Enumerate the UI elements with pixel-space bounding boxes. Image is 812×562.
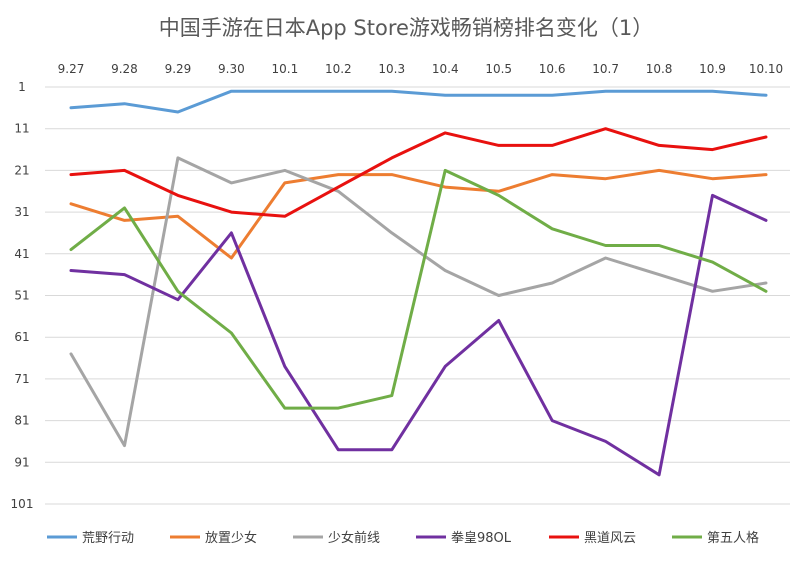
legend: 荒野行动 放置少女 少女前线 拳皇98OL 黑道风云 第五人格 [47, 530, 759, 546]
legend-item: 放置少女 [170, 530, 257, 546]
legend-item: 少女前线 [293, 530, 380, 546]
legend-label: 放置少女 [205, 530, 257, 546]
x-tick-label: 9.30 [218, 62, 245, 76]
x-tick-label: 10.3 [378, 62, 405, 76]
series-line-3 [69, 193, 768, 477]
series-lines [69, 89, 768, 477]
y-tick-label: 61 [14, 330, 29, 344]
x-axis-labels: 9.27 9.28 9.29 9.30 10.1 10.2 10.3 10.4 10.5 10.6… [58, 62, 784, 76]
x-tick-label: 10.1 [271, 62, 298, 76]
x-tick-label: 10.7 [592, 62, 619, 76]
x-tick-label: 10.5 [485, 62, 512, 76]
legend-item: 第五人格 [672, 530, 759, 546]
x-tick-label: 9.27 [58, 62, 85, 76]
series-line-2 [69, 156, 768, 448]
x-tick-label: 9.29 [165, 62, 192, 76]
legend-label: 拳皇98OL [451, 530, 512, 546]
y-tick-label: 71 [14, 372, 29, 386]
chart-title: 中国手游在日本App Store游戏畅销榜排名变化（1） [159, 16, 654, 40]
y-tick-label: 91 [14, 455, 29, 469]
x-tick-label: 10.8 [646, 62, 673, 76]
y-tick-label: 41 [14, 247, 29, 261]
gridlines [45, 86, 790, 505]
y-tick-label: 101 [11, 497, 34, 511]
x-tick-label: 9.28 [111, 62, 138, 76]
series-line-5 [69, 168, 768, 410]
x-tick-label: 10.9 [699, 62, 726, 76]
legend-label: 第五人格 [707, 530, 759, 546]
y-tick-label: 21 [14, 163, 29, 177]
x-tick-label: 10.4 [432, 62, 459, 76]
legend-item: 荒野行动 [47, 531, 134, 546]
legend-label: 少女前线 [328, 530, 380, 546]
x-tick-label: 10.6 [539, 62, 566, 76]
y-tick-label: 81 [14, 414, 29, 428]
x-tick-label: 10.2 [325, 62, 352, 76]
legend-item: 黑道风云 [549, 531, 636, 546]
x-tick-label: 10.10 [749, 62, 783, 76]
y-tick-label: 1 [18, 80, 26, 94]
y-tick-label: 51 [14, 289, 29, 303]
y-tick-label: 31 [14, 205, 29, 219]
series-line-4 [69, 127, 768, 218]
legend-label: 黑道风云 [584, 531, 636, 546]
legend-item: 拳皇98OL [416, 530, 512, 546]
series-line-1 [69, 168, 768, 260]
series-line-0 [69, 89, 768, 114]
legend-label: 荒野行动 [82, 531, 134, 546]
y-tick-label: 11 [14, 122, 29, 136]
